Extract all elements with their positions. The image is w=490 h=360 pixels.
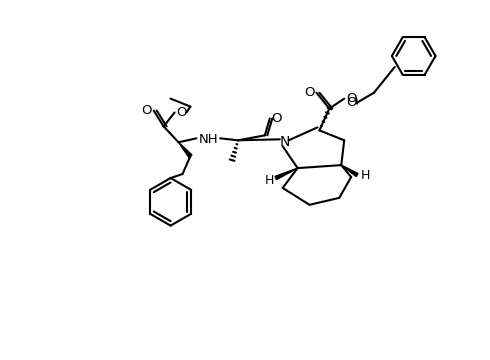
Text: H: H	[360, 168, 370, 181]
Text: N: N	[279, 135, 290, 149]
Text: O: O	[304, 86, 315, 99]
Text: H: H	[265, 174, 274, 186]
Text: O: O	[176, 106, 187, 119]
Text: O: O	[346, 96, 356, 109]
Polygon shape	[178, 142, 192, 157]
Polygon shape	[275, 168, 297, 180]
Text: O: O	[271, 112, 282, 125]
Polygon shape	[341, 165, 358, 176]
Text: NH: NH	[198, 133, 218, 146]
Text: O: O	[346, 92, 356, 105]
Text: O: O	[142, 104, 152, 117]
